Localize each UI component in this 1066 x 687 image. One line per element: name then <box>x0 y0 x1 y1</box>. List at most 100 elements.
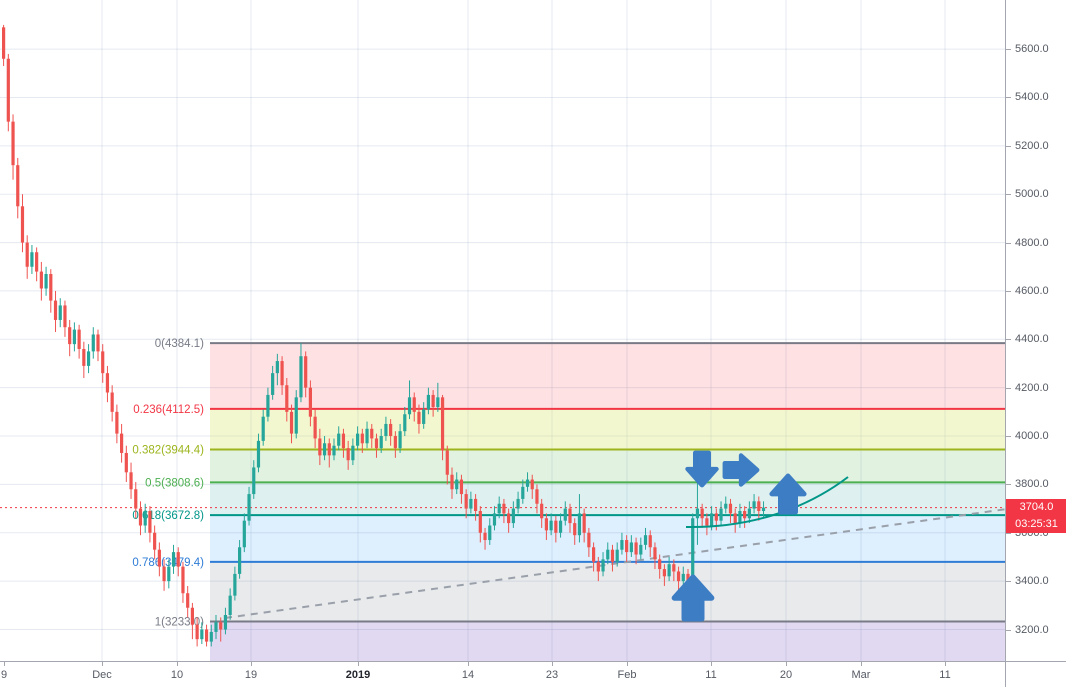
candle-body <box>625 540 629 553</box>
last-price-tag: 3704.0 <box>1006 499 1066 517</box>
candle-body <box>757 501 761 512</box>
time-tick-label: 23 <box>545 669 559 681</box>
arrow-annotations[interactable] <box>671 450 807 622</box>
time-axis[interactable]: 9 Dec 10 19 2019 14 23 Feb 11 20 Mar 11 <box>0 661 1005 687</box>
price-tick-mark <box>1006 629 1011 631</box>
price-axis[interactable]: 5600.0 5400.0 5200.0 5000.0 4800.0 4600.0 4400… <box>1005 0 1066 661</box>
candle-body <box>747 508 751 519</box>
candle-body <box>134 489 138 509</box>
candlestick-chart[interactable]: 0(4384.1) 0.236(4112.5) 0.382(3944.4) 0.5(3… <box>0 0 1005 661</box>
price-tick-mark <box>1006 484 1011 486</box>
price-tick-label: 3400.0 <box>1015 575 1049 588</box>
time-tick-label: 11 <box>939 669 951 681</box>
candle-body <box>365 428 369 444</box>
curve-group[interactable] <box>685 476 849 529</box>
candle-body <box>280 361 284 386</box>
candle-body <box>148 511 152 533</box>
candle-body <box>450 474 454 490</box>
candle-body <box>275 361 279 374</box>
candle-body <box>58 305 62 320</box>
candle-body <box>143 511 147 526</box>
candle-body <box>502 503 506 514</box>
candle-body <box>672 564 676 572</box>
candle-body <box>360 433 364 444</box>
price-tick-mark <box>1006 339 1011 341</box>
price-tick-mark <box>1006 290 1011 292</box>
candle-body <box>743 511 747 519</box>
time-tick-mark <box>177 662 178 666</box>
time-tick-mark <box>358 662 359 666</box>
candle-body <box>190 607 194 625</box>
up-arrow-icon[interactable] <box>671 574 715 622</box>
candle-body <box>426 394 430 410</box>
price-tick-label: 4000.0 <box>1015 430 1049 443</box>
time-tick-label: 19 <box>244 669 258 681</box>
fib-bands[interactable] <box>210 343 1005 661</box>
candle-body <box>558 520 563 533</box>
candle-body <box>101 351 105 374</box>
dashed-trendline[interactable] <box>224 508 1005 619</box>
time-tick-mark <box>251 662 252 666</box>
candle-body <box>705 518 709 526</box>
candle-body <box>403 414 407 432</box>
candle-body <box>186 593 190 608</box>
candle-body <box>417 411 421 424</box>
candle-body <box>724 503 728 509</box>
candle-body <box>761 507 766 512</box>
chart-pane[interactable]: 0(4384.1) 0.236(4112.5) 0.382(3944.4) 0.5(3… <box>0 0 1005 661</box>
candle-body <box>266 394 270 417</box>
price-tick-mark <box>1006 436 1011 438</box>
candle-body <box>535 489 539 504</box>
time-tick-mark <box>786 662 787 666</box>
candle-body <box>294 397 298 434</box>
candle-body <box>219 622 223 630</box>
candle-body <box>440 397 445 451</box>
candle-body <box>728 503 733 514</box>
candle-body <box>412 397 416 412</box>
grid-lines <box>0 0 1005 661</box>
candle-body <box>445 450 449 475</box>
price-tick-mark <box>1006 387 1011 389</box>
candle-body <box>356 433 360 446</box>
candle-body <box>162 566 166 582</box>
time-tick-mark <box>4 662 5 666</box>
candle-body <box>714 513 718 521</box>
candle-body <box>261 416 265 441</box>
candle-body <box>44 274 48 289</box>
candle-body <box>308 387 312 417</box>
fib-level-label: 0(4384.1) <box>155 338 204 350</box>
candle-body <box>318 438 322 456</box>
candle-body <box>238 547 242 574</box>
candle-body <box>667 564 671 577</box>
time-tick-label: 2019 <box>345 669 371 681</box>
candle-body <box>63 305 67 328</box>
price-tick-mark <box>1006 49 1011 51</box>
candle-body <box>72 329 76 345</box>
trendline-group[interactable] <box>224 508 1005 619</box>
fib-level-label: 0.618(3672.8) <box>132 510 204 522</box>
candle-body <box>752 501 756 509</box>
candle-body <box>474 498 478 512</box>
down-arrow-icon[interactable] <box>685 450 719 488</box>
candle-body <box>39 271 43 289</box>
up-arrow-icon[interactable] <box>769 473 807 515</box>
price-tick-label: 4600.0 <box>1015 284 1049 297</box>
projection-curve[interactable] <box>685 476 849 529</box>
candle-body <box>105 373 110 393</box>
candle-body <box>374 438 379 449</box>
time-tick-mark <box>468 662 469 666</box>
candle-body <box>582 513 586 533</box>
candle-body <box>242 520 246 548</box>
candle-body <box>691 518 695 584</box>
candle-body <box>138 508 143 526</box>
candle-body <box>228 595 232 615</box>
candle-body <box>313 416 317 439</box>
candle-body <box>648 535 652 548</box>
candle-body <box>431 394 435 408</box>
price-tick-mark <box>1006 242 1011 244</box>
candle-body <box>346 448 350 461</box>
candle-body <box>601 559 605 572</box>
right-arrow-icon[interactable] <box>722 453 760 487</box>
candle-body <box>384 423 388 437</box>
